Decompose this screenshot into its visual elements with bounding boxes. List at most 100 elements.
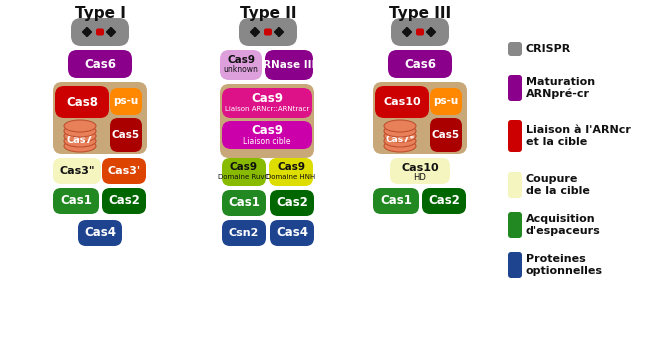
FancyBboxPatch shape bbox=[96, 28, 104, 36]
FancyBboxPatch shape bbox=[390, 158, 450, 184]
Ellipse shape bbox=[64, 130, 96, 142]
Polygon shape bbox=[250, 27, 260, 37]
Text: Cas5: Cas5 bbox=[432, 130, 460, 140]
Polygon shape bbox=[426, 27, 436, 37]
FancyBboxPatch shape bbox=[416, 28, 424, 36]
Ellipse shape bbox=[384, 140, 416, 152]
FancyBboxPatch shape bbox=[222, 190, 266, 216]
FancyBboxPatch shape bbox=[270, 220, 314, 246]
Text: Cas2: Cas2 bbox=[428, 195, 460, 208]
Text: HD: HD bbox=[414, 173, 426, 183]
Ellipse shape bbox=[64, 125, 96, 137]
Text: Cas9: Cas9 bbox=[230, 162, 258, 172]
Text: Cas6: Cas6 bbox=[404, 57, 436, 70]
FancyBboxPatch shape bbox=[110, 88, 142, 115]
FancyBboxPatch shape bbox=[68, 50, 132, 78]
FancyBboxPatch shape bbox=[430, 88, 462, 115]
Text: Type III: Type III bbox=[389, 6, 451, 21]
FancyBboxPatch shape bbox=[71, 18, 129, 46]
Text: Liaison ARNcr::ARNtracr: Liaison ARNcr::ARNtracr bbox=[225, 106, 309, 112]
Text: Cas7*: Cas7* bbox=[385, 135, 414, 145]
Ellipse shape bbox=[384, 125, 416, 137]
Text: Cas2: Cas2 bbox=[108, 195, 140, 208]
FancyBboxPatch shape bbox=[102, 188, 146, 214]
FancyBboxPatch shape bbox=[422, 188, 466, 214]
Text: Proteines
optionnelles: Proteines optionnelles bbox=[526, 254, 603, 276]
Text: Cas1: Cas1 bbox=[380, 195, 412, 208]
FancyBboxPatch shape bbox=[508, 212, 522, 238]
Text: Cas9: Cas9 bbox=[251, 124, 283, 137]
FancyBboxPatch shape bbox=[222, 121, 312, 149]
FancyBboxPatch shape bbox=[373, 82, 467, 154]
FancyBboxPatch shape bbox=[222, 158, 266, 186]
Polygon shape bbox=[275, 27, 283, 37]
FancyBboxPatch shape bbox=[508, 75, 522, 101]
Text: Cas2: Cas2 bbox=[276, 197, 308, 210]
Text: Cas10: Cas10 bbox=[383, 97, 421, 107]
FancyBboxPatch shape bbox=[430, 118, 462, 152]
Text: Csn2: Csn2 bbox=[229, 228, 260, 238]
FancyBboxPatch shape bbox=[239, 18, 297, 46]
Text: ps-u: ps-u bbox=[113, 96, 138, 106]
Text: Cas8: Cas8 bbox=[66, 95, 98, 108]
FancyBboxPatch shape bbox=[222, 88, 312, 118]
Text: Cas3": Cas3" bbox=[60, 166, 95, 176]
Ellipse shape bbox=[384, 130, 416, 142]
Ellipse shape bbox=[64, 135, 96, 147]
Text: Type II: Type II bbox=[240, 6, 297, 21]
Text: Cas1: Cas1 bbox=[60, 195, 92, 208]
FancyBboxPatch shape bbox=[53, 188, 99, 214]
Text: Cas1: Cas1 bbox=[228, 197, 260, 210]
Text: RNase III: RNase III bbox=[263, 60, 315, 70]
Text: Liaison cible: Liaison cible bbox=[243, 136, 291, 145]
FancyBboxPatch shape bbox=[220, 84, 314, 158]
Text: Cas7: Cas7 bbox=[67, 135, 93, 145]
Text: ps-u: ps-u bbox=[434, 96, 459, 106]
FancyBboxPatch shape bbox=[373, 188, 419, 214]
FancyBboxPatch shape bbox=[222, 220, 266, 246]
Text: Cas3': Cas3' bbox=[107, 166, 140, 176]
FancyBboxPatch shape bbox=[264, 28, 272, 36]
FancyBboxPatch shape bbox=[265, 50, 313, 80]
FancyBboxPatch shape bbox=[388, 50, 452, 78]
FancyBboxPatch shape bbox=[391, 18, 449, 46]
FancyBboxPatch shape bbox=[55, 86, 109, 118]
Text: Cas5: Cas5 bbox=[112, 130, 140, 140]
Text: Cas9: Cas9 bbox=[251, 92, 283, 105]
Text: Cas4: Cas4 bbox=[84, 226, 116, 239]
Text: Type I: Type I bbox=[75, 6, 125, 21]
Text: Maturation
ARNpré-cr: Maturation ARNpré-cr bbox=[526, 77, 595, 99]
Text: Cas9: Cas9 bbox=[277, 162, 305, 172]
Ellipse shape bbox=[64, 120, 96, 132]
FancyBboxPatch shape bbox=[269, 158, 313, 186]
Text: Cas10: Cas10 bbox=[401, 163, 439, 173]
Text: Cas4: Cas4 bbox=[276, 226, 308, 239]
Text: Domaine RuvC: Domaine RuvC bbox=[218, 174, 269, 180]
FancyBboxPatch shape bbox=[220, 50, 262, 80]
Text: Acquisition
d'espaceurs: Acquisition d'espaceurs bbox=[526, 214, 600, 236]
FancyBboxPatch shape bbox=[53, 82, 147, 154]
Text: Coupure
de la cible: Coupure de la cible bbox=[526, 174, 590, 196]
FancyBboxPatch shape bbox=[270, 190, 314, 216]
Polygon shape bbox=[83, 27, 91, 37]
Text: Liaison à l'ARNcr
et la cible: Liaison à l'ARNcr et la cible bbox=[526, 125, 631, 147]
FancyBboxPatch shape bbox=[102, 158, 146, 184]
Ellipse shape bbox=[384, 120, 416, 132]
FancyBboxPatch shape bbox=[508, 42, 522, 56]
Text: Cas6: Cas6 bbox=[84, 57, 116, 70]
Text: Cas9: Cas9 bbox=[227, 55, 255, 65]
FancyBboxPatch shape bbox=[508, 120, 522, 152]
Text: Domaine HNH: Domaine HNH bbox=[266, 174, 316, 180]
FancyBboxPatch shape bbox=[78, 220, 122, 246]
FancyBboxPatch shape bbox=[508, 252, 522, 278]
FancyBboxPatch shape bbox=[110, 118, 142, 152]
Ellipse shape bbox=[64, 140, 96, 152]
Text: unknown: unknown bbox=[224, 66, 258, 75]
FancyBboxPatch shape bbox=[375, 86, 429, 118]
Polygon shape bbox=[402, 27, 412, 37]
Polygon shape bbox=[107, 27, 115, 37]
FancyBboxPatch shape bbox=[53, 158, 101, 184]
Ellipse shape bbox=[384, 135, 416, 147]
FancyBboxPatch shape bbox=[508, 172, 522, 198]
Text: CRISPR: CRISPR bbox=[526, 44, 571, 54]
